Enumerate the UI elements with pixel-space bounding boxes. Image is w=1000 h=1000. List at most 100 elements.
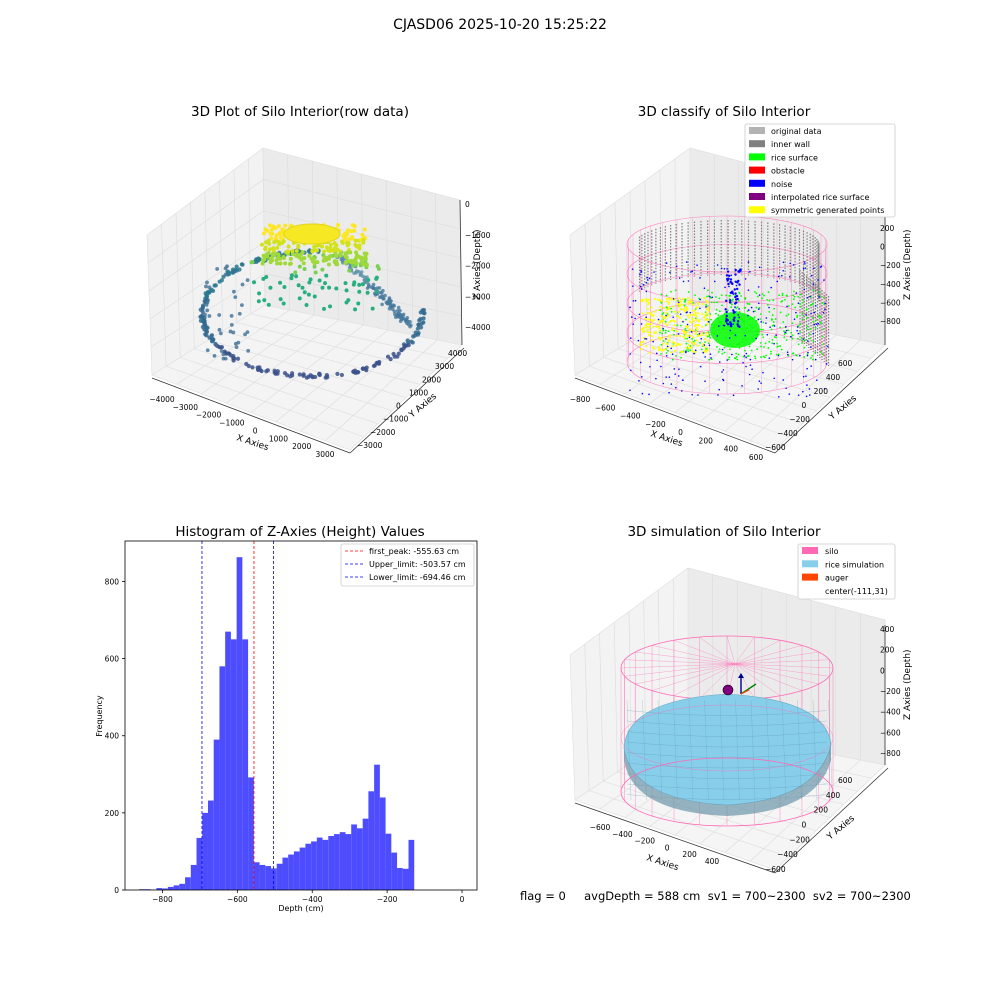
raw-point bbox=[289, 276, 294, 281]
symmetric-point bbox=[708, 314, 712, 317]
noise-point bbox=[770, 286, 772, 289]
noise-point bbox=[656, 359, 658, 362]
symmetric-point bbox=[657, 336, 661, 339]
panel4-ztick: 0 bbox=[880, 666, 885, 675]
raw-point bbox=[275, 371, 280, 376]
rice-surface-point bbox=[710, 301, 713, 304]
panel2-ztick: 0 bbox=[880, 243, 885, 252]
rice-surface-point bbox=[687, 291, 690, 293]
rice-surface-point bbox=[822, 343, 825, 345]
rice-surface-point bbox=[802, 314, 805, 317]
symmetric-point bbox=[706, 349, 709, 352]
symmetric-point bbox=[649, 323, 652, 326]
panel2-xtick: 400 bbox=[724, 445, 739, 454]
panel2-ytick: 0 bbox=[802, 401, 807, 410]
symmetric-point bbox=[647, 318, 650, 321]
panel4-ztick: 400 bbox=[880, 625, 895, 634]
raw-point bbox=[312, 261, 317, 266]
rice-surface-point bbox=[822, 353, 824, 356]
symmetric-point bbox=[692, 313, 695, 316]
noise-point bbox=[699, 298, 701, 301]
noise-point bbox=[742, 361, 744, 364]
rice-surface-point bbox=[662, 340, 665, 342]
noise-point bbox=[662, 382, 665, 385]
noise-point bbox=[823, 279, 825, 281]
noise-point bbox=[642, 284, 645, 286]
noise-point bbox=[699, 365, 702, 368]
noise-point bbox=[776, 280, 779, 283]
symmetric-point bbox=[661, 319, 665, 322]
symmetric-point bbox=[691, 329, 694, 332]
symmetric-point bbox=[667, 306, 670, 309]
raw-point bbox=[307, 280, 312, 285]
symmetric-point bbox=[703, 296, 706, 300]
raw-point bbox=[366, 277, 371, 282]
grid-line bbox=[264, 273, 462, 317]
grid-line bbox=[599, 213, 605, 358]
panel1-xtick: −4000 bbox=[149, 395, 175, 404]
histogram-bar bbox=[299, 847, 306, 890]
grid-line bbox=[749, 759, 861, 862]
raw-point bbox=[324, 258, 329, 263]
rice-surface-point bbox=[761, 297, 764, 300]
rice-surface-point bbox=[670, 307, 672, 310]
rice-surface-point bbox=[821, 335, 824, 338]
noise-point bbox=[693, 352, 695, 355]
rice-surface-point bbox=[812, 340, 815, 343]
symmetric-point bbox=[658, 322, 661, 325]
grid-line bbox=[147, 179, 264, 264]
noise-point bbox=[727, 282, 730, 286]
noise-point bbox=[713, 280, 716, 283]
rice-surface-point bbox=[670, 290, 672, 293]
panel3-title: Histogram of Z-Axies (Height) Values bbox=[175, 524, 424, 540]
raw-point bbox=[351, 369, 356, 374]
silo-wire bbox=[734, 636, 755, 665]
panel2-ticks: −800 −600 −400 −200 0 200 400 600 600 400 200 0 −200… bbox=[570, 224, 901, 462]
noise-point bbox=[739, 269, 742, 272]
y-tick-label: 800 bbox=[105, 577, 120, 586]
symmetric-point bbox=[647, 330, 650, 334]
symmetric-point bbox=[682, 308, 685, 311]
legend-swatch bbox=[749, 206, 765, 214]
noise-point bbox=[710, 357, 712, 359]
noise-point bbox=[738, 325, 741, 328]
noise-point bbox=[700, 337, 703, 340]
symmetric-point bbox=[687, 339, 690, 343]
noise-point bbox=[668, 391, 670, 394]
symmetric-point bbox=[651, 320, 654, 323]
raw-point bbox=[201, 303, 206, 308]
raw-point bbox=[278, 297, 283, 302]
noise-point bbox=[760, 321, 762, 323]
raw-point bbox=[265, 368, 270, 373]
raw-point bbox=[389, 305, 393, 309]
raw-point bbox=[349, 229, 354, 234]
raw-point bbox=[204, 328, 209, 334]
raw-point bbox=[364, 251, 369, 256]
symmetric-point bbox=[691, 350, 694, 353]
symmetric-point bbox=[705, 311, 708, 315]
rice-surface-point bbox=[721, 304, 723, 307]
noise-point bbox=[826, 345, 829, 348]
noise-point bbox=[666, 345, 669, 348]
noise-point bbox=[679, 313, 682, 315]
panel2-title: 3D classify of Silo Interior bbox=[638, 104, 811, 120]
symmetric-point bbox=[677, 342, 680, 345]
noise-point bbox=[725, 314, 728, 318]
rice-surface-point bbox=[664, 331, 667, 334]
symmetric-point bbox=[707, 306, 710, 309]
raw-point bbox=[288, 262, 293, 267]
symmetric-point bbox=[681, 350, 684, 354]
rice-surface-point bbox=[717, 351, 720, 353]
rice-surface-point bbox=[771, 338, 774, 341]
raw-point bbox=[205, 280, 209, 285]
raw-point bbox=[260, 242, 265, 247]
panel1-ytick: −3000 bbox=[357, 441, 383, 450]
symmetric-point bbox=[701, 312, 704, 316]
noise-point bbox=[648, 277, 651, 280]
raw-point bbox=[269, 236, 274, 241]
raw-point bbox=[322, 249, 327, 254]
symmetric-point bbox=[703, 316, 706, 319]
raw-point bbox=[271, 248, 276, 253]
legend-label: inner wall bbox=[771, 140, 810, 149]
raw-point bbox=[350, 235, 355, 240]
